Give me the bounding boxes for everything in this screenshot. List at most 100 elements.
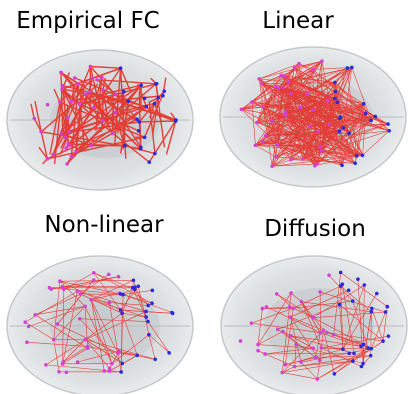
node	[325, 99, 329, 103]
node	[32, 117, 36, 121]
node	[320, 59, 324, 63]
node	[117, 349, 121, 353]
node	[114, 92, 118, 96]
brain-panel	[221, 256, 407, 394]
node	[73, 76, 77, 80]
node	[120, 311, 124, 315]
node	[261, 105, 265, 109]
node	[57, 370, 61, 374]
node	[351, 299, 355, 303]
node	[370, 310, 374, 314]
node	[322, 329, 326, 333]
node	[153, 357, 157, 361]
node	[293, 365, 297, 369]
node	[147, 160, 151, 164]
node	[370, 307, 374, 311]
node	[369, 347, 373, 351]
node	[162, 89, 166, 93]
node	[256, 349, 260, 353]
node	[381, 339, 385, 343]
node	[359, 345, 363, 349]
node	[76, 289, 80, 293]
node	[25, 340, 29, 344]
node	[284, 113, 288, 117]
node	[347, 288, 351, 292]
node	[306, 93, 310, 97]
node	[59, 132, 63, 136]
node	[333, 81, 337, 85]
node	[68, 130, 72, 134]
node	[146, 304, 150, 308]
node	[63, 135, 67, 139]
node	[46, 157, 50, 161]
node	[339, 284, 343, 288]
node	[289, 158, 293, 162]
node	[332, 333, 336, 337]
node	[260, 82, 264, 86]
node	[92, 106, 96, 110]
node	[316, 130, 320, 134]
node	[334, 90, 338, 94]
node	[261, 140, 265, 144]
panel-title: Empirical FC	[16, 8, 160, 34]
node	[327, 123, 331, 127]
node	[346, 66, 350, 70]
node	[361, 154, 365, 158]
node	[65, 371, 69, 375]
node	[174, 119, 178, 123]
node	[83, 305, 87, 309]
node	[369, 119, 373, 123]
node	[88, 90, 92, 94]
brain-panel	[7, 50, 193, 190]
node	[276, 328, 280, 332]
node	[58, 279, 62, 283]
node	[155, 82, 159, 86]
node	[287, 80, 291, 84]
node	[60, 87, 64, 91]
node	[255, 121, 259, 125]
node	[311, 68, 315, 72]
node	[92, 278, 96, 282]
node	[156, 96, 160, 100]
node	[153, 152, 157, 156]
node	[289, 334, 293, 338]
node	[76, 82, 80, 86]
node	[385, 305, 389, 309]
node	[283, 74, 287, 78]
node	[139, 83, 143, 87]
node	[51, 153, 55, 157]
node	[70, 100, 74, 104]
node	[151, 289, 155, 293]
node	[119, 308, 123, 312]
node	[289, 92, 293, 96]
node	[78, 317, 82, 321]
node	[76, 360, 80, 364]
node	[119, 370, 123, 374]
node	[150, 301, 154, 305]
node	[250, 321, 254, 325]
node	[61, 362, 65, 366]
node	[136, 284, 140, 288]
panel-title: Linear	[262, 8, 334, 34]
node	[27, 325, 31, 329]
node	[333, 372, 337, 376]
node	[387, 334, 391, 338]
node	[147, 333, 151, 337]
node	[300, 300, 304, 304]
node	[347, 131, 351, 135]
node	[270, 164, 274, 168]
node	[294, 343, 298, 347]
node	[289, 315, 293, 319]
node	[137, 129, 141, 133]
node	[339, 115, 343, 119]
node	[366, 346, 370, 350]
node	[350, 66, 354, 70]
node	[312, 316, 316, 320]
node	[313, 164, 317, 168]
node	[46, 103, 50, 107]
node	[133, 285, 137, 289]
node	[143, 135, 147, 139]
node	[351, 359, 355, 363]
node	[58, 100, 62, 104]
node	[281, 86, 285, 90]
